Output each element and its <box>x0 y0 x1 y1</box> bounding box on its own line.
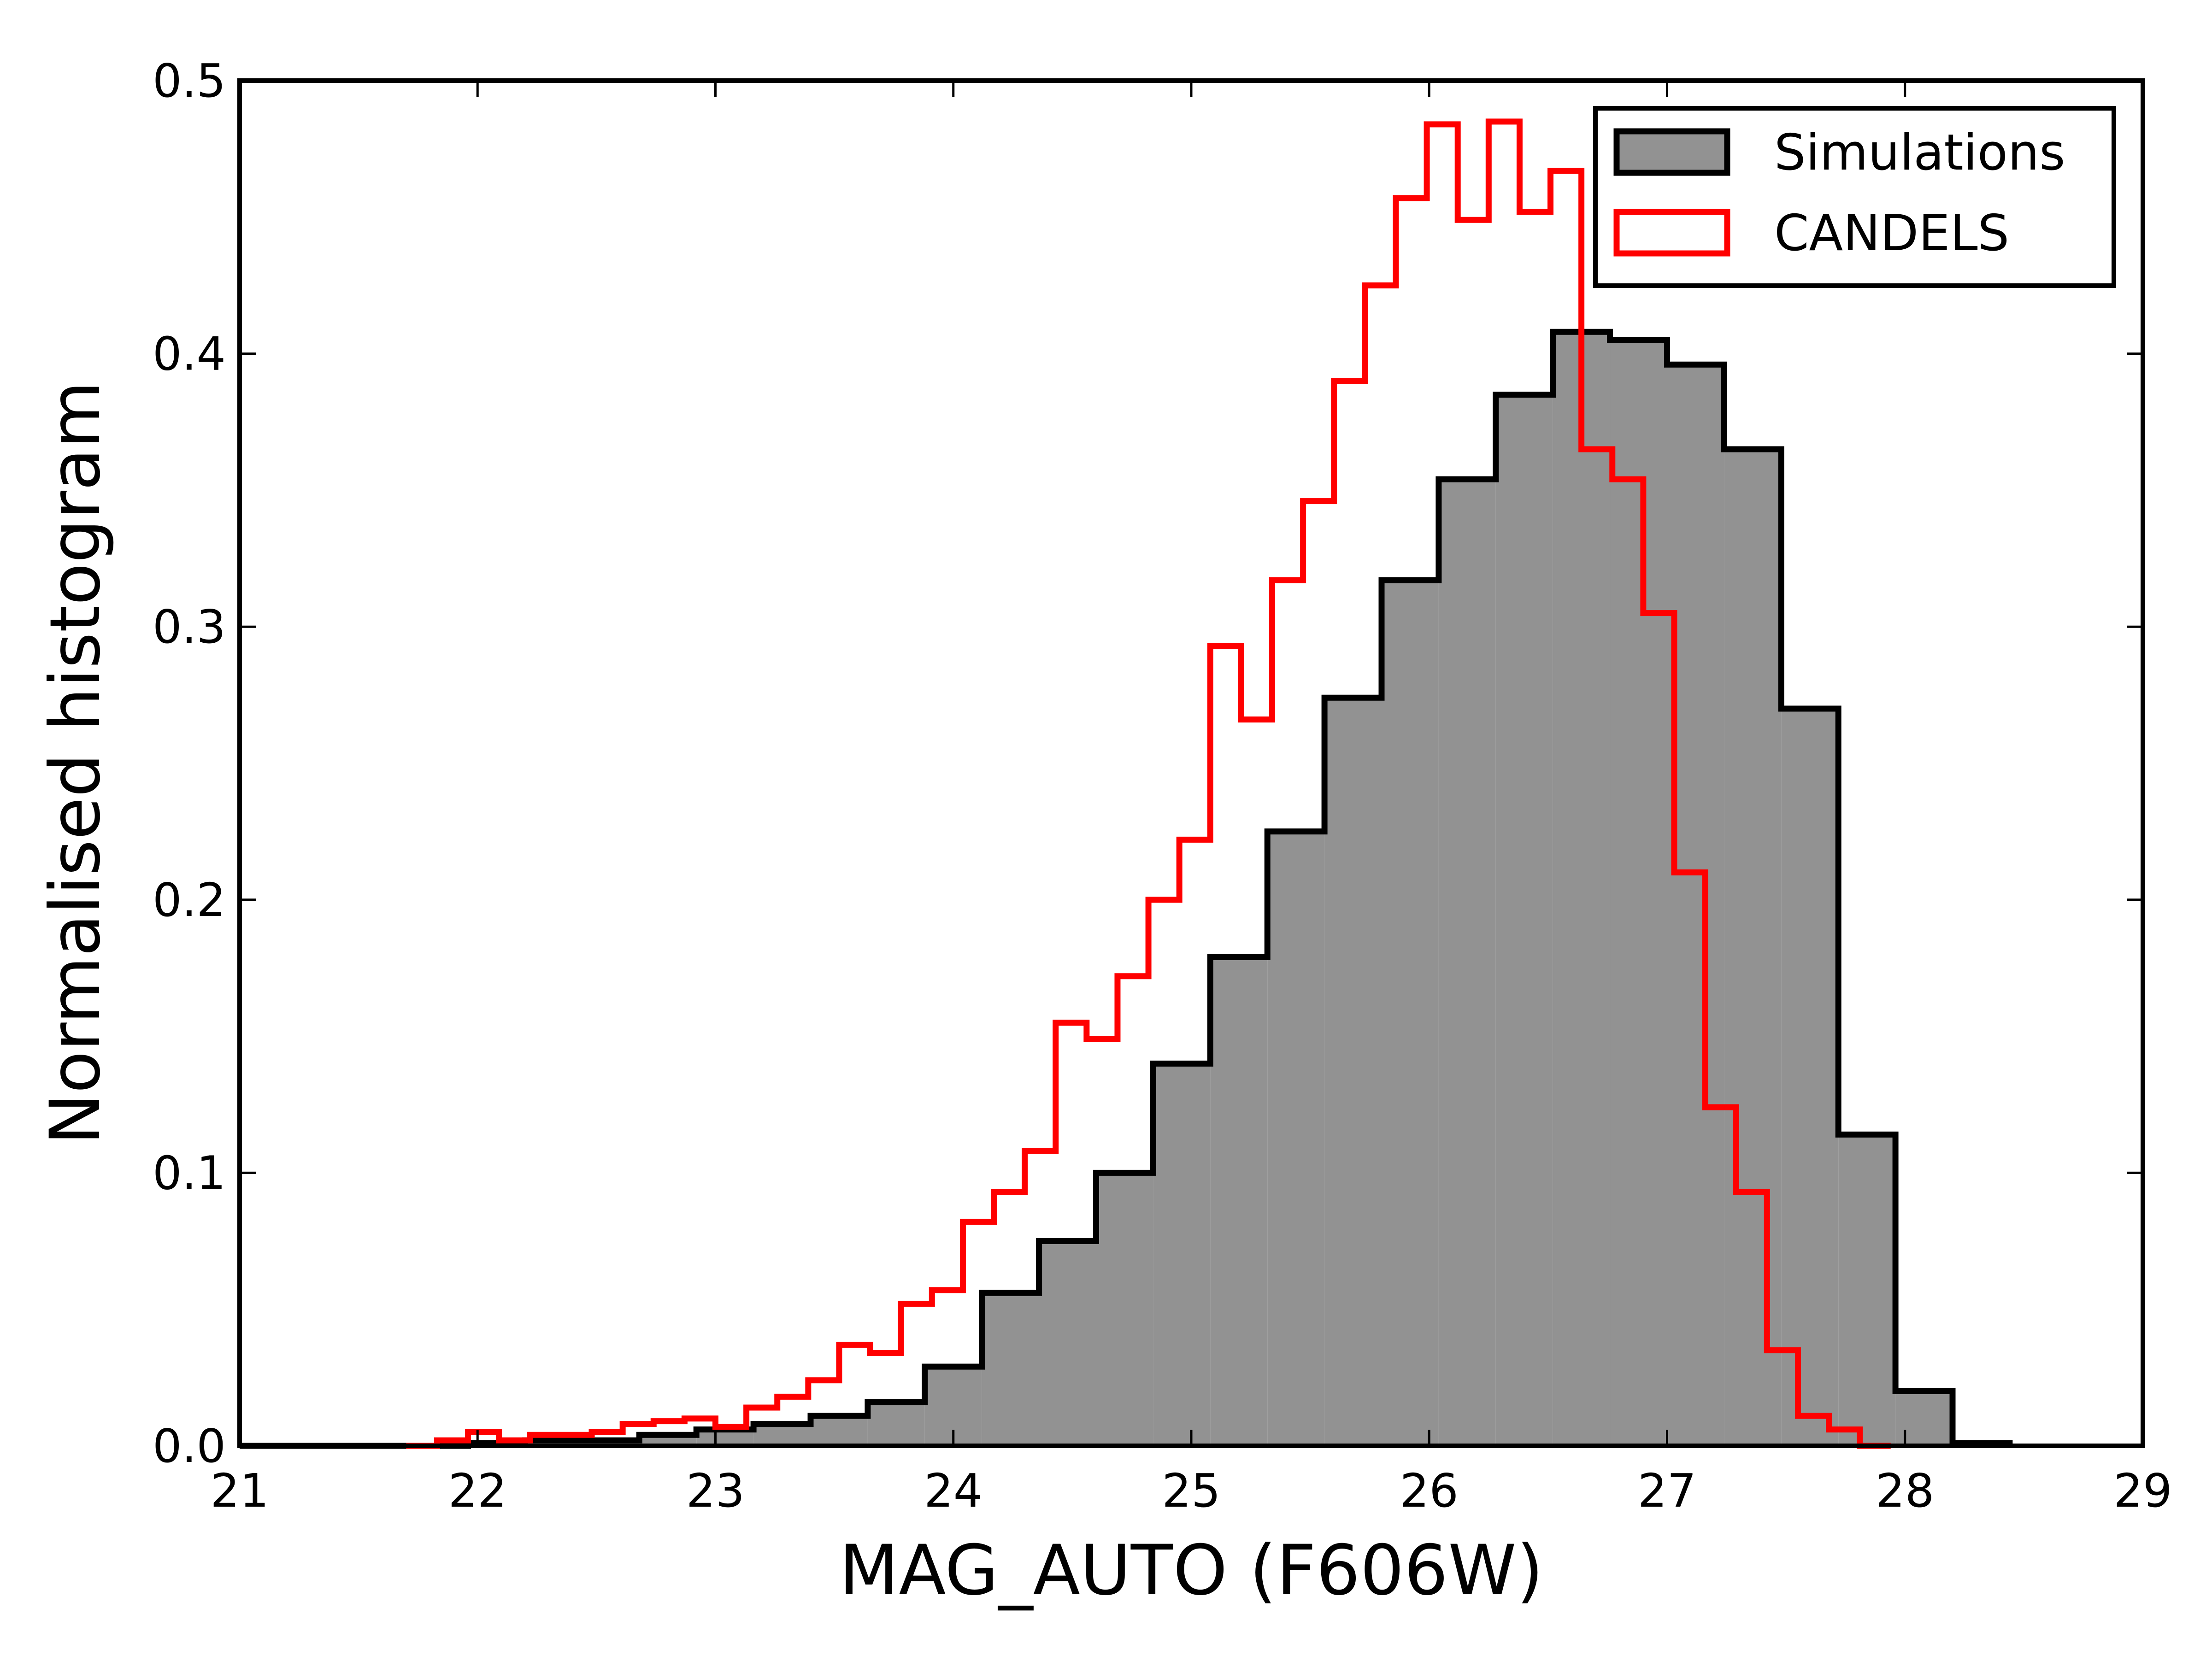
bar-simulations <box>1724 449 1782 1446</box>
bar-simulations <box>1495 394 1553 1446</box>
x-tick-label: 28 <box>1876 1464 1934 1518</box>
y-tick-label: 0.4 <box>153 327 226 381</box>
series-outline-candels <box>406 118 1891 1449</box>
bar-simulations <box>1267 831 1325 1446</box>
bar-simulations <box>1667 364 1724 1446</box>
x-tick-label: 22 <box>448 1464 507 1518</box>
plot-frame <box>237 78 2145 1448</box>
legend-label-simulations: Simulations <box>1774 124 2065 182</box>
bar-simulations <box>753 1424 811 1446</box>
bar-simulations <box>1153 1063 1211 1446</box>
x-tick-label: 26 <box>1400 1464 1459 1518</box>
bar-simulations <box>1838 1134 1896 1446</box>
bar-simulations <box>1210 957 1268 1446</box>
y-tick-label: 0.0 <box>153 1419 226 1473</box>
bar-simulations <box>1781 708 1839 1446</box>
bar-simulations <box>982 1293 1039 1446</box>
ticks-layer: 21 22 23 24 25 26 27 28 29 0.0 0.1 0.2 0.3 0.4 0.5 <box>153 54 2172 1518</box>
legend-swatch-candels <box>1613 209 1730 257</box>
bar-simulations <box>867 1402 925 1446</box>
y-tick-label: 0.3 <box>153 600 226 654</box>
x-tick-label: 29 <box>2113 1464 2172 1518</box>
series-outline-simulations <box>240 329 2013 1449</box>
bar-simulations <box>1039 1241 1096 1446</box>
bar-simulations <box>1096 1173 1153 1446</box>
x-axis-label: MAG_AUTO (F606W) <box>839 1531 1543 1611</box>
legend-label-candels: CANDELS <box>1774 205 2009 262</box>
bar-simulations <box>1553 332 1610 1446</box>
bar-simulations <box>1438 479 1496 1446</box>
bar-simulations <box>1324 698 1382 1446</box>
bar-simulations <box>1610 340 1667 1446</box>
bar-simulations <box>1382 580 1439 1446</box>
series-simulations <box>240 329 2013 1449</box>
y-tick-label: 0.5 <box>153 54 226 108</box>
x-tick-label: 24 <box>924 1464 982 1518</box>
x-tick-label: 25 <box>1162 1464 1220 1518</box>
series-candels <box>406 118 1891 1449</box>
y-axis-label: Normalised histogram <box>35 381 116 1145</box>
bar-simulations <box>811 1415 868 1446</box>
legend: Simulations CANDELS <box>1593 106 2116 288</box>
x-tick-label: 21 <box>210 1464 269 1518</box>
y-tick-label: 0.1 <box>153 1146 226 1200</box>
x-tick-label: 23 <box>686 1464 745 1518</box>
series-layer <box>240 118 2013 1449</box>
legend-swatch-simulations <box>1613 128 1730 176</box>
x-tick-label: 27 <box>1638 1464 1696 1518</box>
y-tick-label: 0.2 <box>153 873 226 927</box>
